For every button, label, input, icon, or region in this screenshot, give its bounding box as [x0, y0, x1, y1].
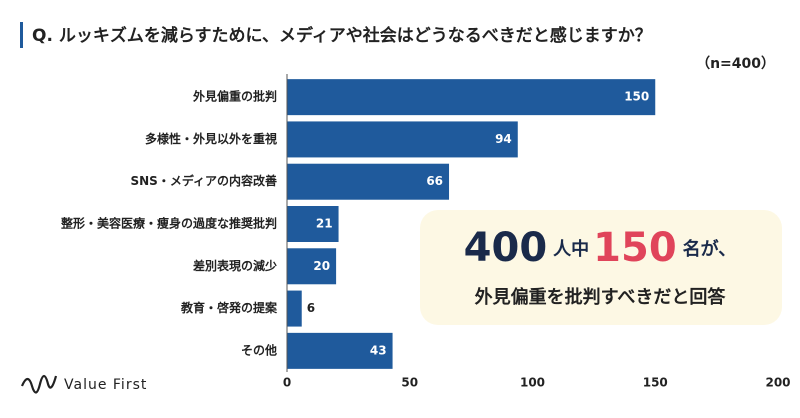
bar [287, 290, 302, 327]
chart-subtitle: （n=400） [696, 56, 775, 72]
callout-text: 人中 [553, 238, 589, 260]
value-label: 21 [316, 217, 333, 231]
x-tick-label: 50 [401, 376, 418, 390]
bar [287, 206, 339, 242]
callout-line1: 400 人中 150 名が、 [464, 225, 737, 271]
bar [287, 79, 656, 116]
callout-number: 400 [464, 225, 548, 271]
value-label: 94 [495, 132, 512, 146]
y-tick-label: 多様性・外見以外を重視 [145, 131, 277, 146]
value-label: 66 [426, 174, 443, 188]
y-tick-label: 外見偏重の批判 [193, 89, 277, 104]
callout-number: 150 [593, 225, 677, 271]
logo-text: Value First [64, 377, 147, 393]
x-tick-label: 0 [283, 376, 291, 390]
value-label: 20 [313, 259, 330, 273]
chart-title: Q. ルッキズムを減らすために、メディアや社会はどうなるべきだと感じますか？ [32, 25, 652, 46]
bar [287, 163, 450, 200]
y-tick-label: 整形・美容医療・痩身の過度な推奨批判 [60, 216, 277, 231]
x-tick-label: 100 [520, 376, 545, 390]
x-tick-label: 200 [765, 376, 790, 390]
callout-line2: 外見偏重を批判すべきだと回答 [475, 286, 727, 308]
y-tick-label: SNS・メディアの内容改善 [131, 173, 278, 188]
y-tick-label: 教育・啓発の提案 [180, 300, 278, 315]
y-tick-label: その他 [241, 342, 277, 357]
title-accent [20, 22, 23, 48]
value-label: 43 [370, 343, 387, 357]
bar [287, 121, 518, 158]
y-tick-label: 差別表現の減少 [192, 258, 277, 273]
callout-text: 名が、 [683, 238, 737, 260]
bar [287, 332, 393, 369]
x-tick-label: 150 [643, 376, 668, 390]
logo-mark [20, 374, 58, 394]
callout-box [420, 210, 782, 325]
bar [287, 248, 337, 285]
value-label: 150 [624, 90, 649, 104]
value-label: 6 [307, 301, 315, 315]
